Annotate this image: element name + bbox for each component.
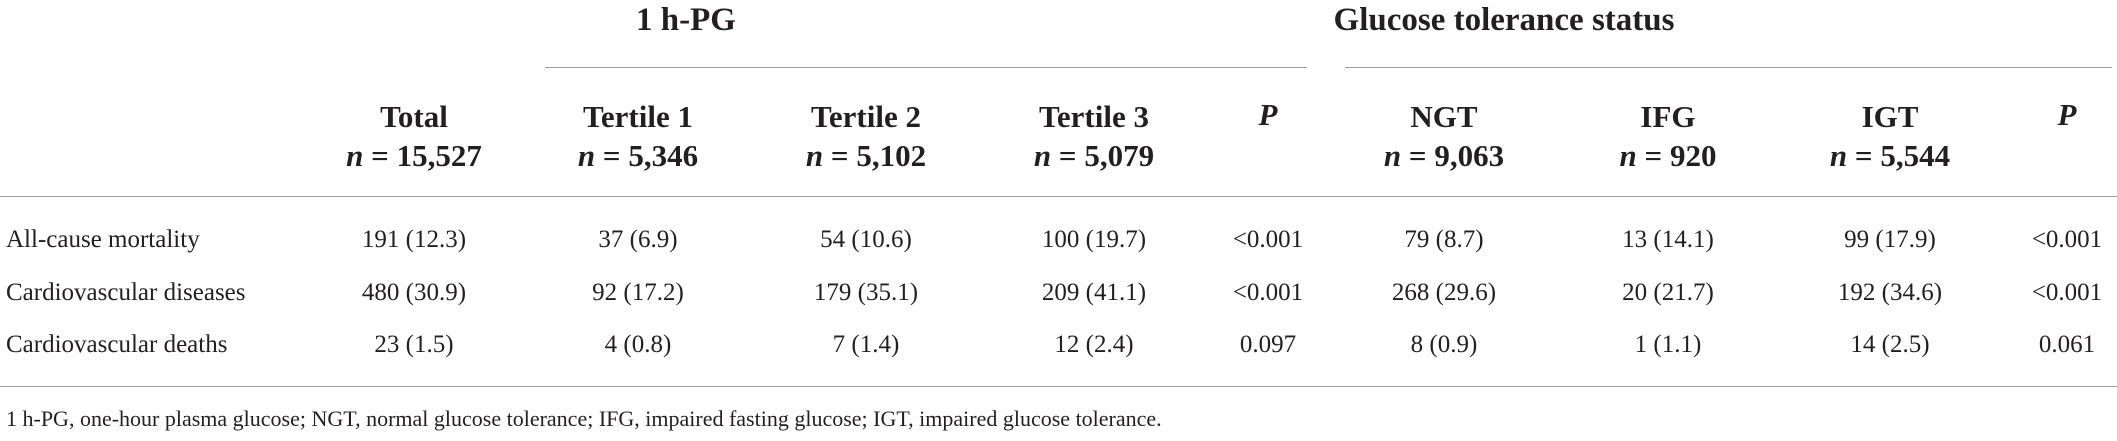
table-cell: 12 (2.4) (1054, 331, 1134, 358)
table-cell-p: 0.097 (1239, 331, 1297, 358)
table-cell-p: 0.061 (2038, 331, 2096, 358)
column-n-value: 5,102 (856, 138, 927, 173)
column-name: IFG (1640, 99, 1696, 134)
table-cell: 37 (6.9) (598, 226, 678, 253)
column-header-p-glucose-tolerance: P (2057, 97, 2077, 132)
column-n-value: 5,346 (628, 138, 699, 173)
table-cell: 7 (1.4) (832, 331, 900, 358)
column-n-value: 9,063 (1434, 138, 1505, 173)
column-n: n = 920 (1619, 138, 1717, 173)
column-name: Total (380, 99, 448, 134)
table-cell: 268 (29.6) (1391, 279, 1497, 306)
header-rule (0, 196, 2117, 197)
group-header-1h-pg: 1 h-PG (636, 2, 736, 38)
column-header-total: Total n = 15,527 (346, 97, 482, 175)
table-cell: 54 (10.6) (820, 226, 912, 253)
table-cell: 14 (2.5) (1850, 331, 1930, 358)
table-cell: 100 (19.7) (1041, 226, 1147, 253)
column-name: IGT (1861, 99, 1919, 134)
column-name: Tertile 2 (811, 99, 921, 134)
table-cell-p: <0.001 (1232, 279, 1304, 306)
table-cell: 79 (8.7) (1404, 226, 1484, 253)
column-n-value: 15,527 (396, 138, 482, 173)
column-n-value: 5,079 (1084, 138, 1155, 173)
table-cell-p: <0.001 (2031, 279, 2103, 306)
column-n: n = 5,346 (577, 138, 699, 173)
table-cell: 209 (41.1) (1041, 279, 1147, 306)
column-n: n = 5,102 (805, 138, 927, 173)
table-cell: 179 (35.1) (813, 279, 919, 306)
table-cell: 1 (1.1) (1634, 331, 1702, 358)
group-header-glucose-tolerance: Glucose tolerance status (1333, 2, 1675, 38)
table-cell: 8 (0.9) (1410, 331, 1478, 358)
column-n: n = 9,063 (1383, 138, 1505, 173)
table-cell-p: <0.001 (1232, 226, 1304, 253)
table-cell: 92 (17.2) (592, 279, 684, 306)
group-rule-glucose-tolerance (1345, 67, 2112, 68)
column-header-tertile-2: Tertile 2 n = 5,102 (806, 97, 926, 175)
column-name: Tertile 1 (583, 99, 693, 134)
table-cell: 192 (34.6) (1837, 279, 1943, 306)
column-n-value: 5,544 (1880, 138, 1951, 173)
column-header-ifg: IFG n = 920 (1620, 97, 1717, 175)
table-cell: 13 (14.1) (1622, 226, 1714, 253)
table-cell: 23 (1.5) (374, 331, 454, 358)
column-n: n = 5,544 (1829, 138, 1951, 173)
table-cell: 480 (30.9) (361, 279, 467, 306)
body-bottom-rule (0, 386, 2117, 387)
column-n: n = 15,527 (346, 138, 482, 173)
column-n: n = 5,079 (1033, 138, 1155, 173)
row-label-cardiovascular-deaths: Cardiovascular deaths (6, 331, 228, 358)
column-header-igt: IGT n = 5,544 (1830, 97, 1950, 175)
column-header-p-1h-pg: P (1258, 97, 1278, 132)
table-cell: 191 (12.3) (361, 226, 467, 253)
group-rule-1h-pg (545, 67, 1307, 68)
column-name: NGT (1410, 99, 1478, 134)
row-label-all-cause-mortality: All-cause mortality (6, 226, 200, 253)
table-cell: 20 (21.7) (1622, 279, 1714, 306)
table-cell: 99 (17.9) (1844, 226, 1936, 253)
column-header-tertile-1: Tertile 1 n = 5,346 (578, 97, 698, 175)
table-footnote: 1 h-PG, one-hour plasma glucose; NGT, no… (6, 406, 1162, 431)
column-name: Tertile 3 (1039, 99, 1149, 134)
table-cell-p: <0.001 (2031, 226, 2103, 253)
table-cell: 4 (0.8) (604, 331, 672, 358)
row-label-cardiovascular-diseases: Cardiovascular diseases (6, 279, 246, 306)
column-header-ngt: NGT n = 9,063 (1384, 97, 1504, 175)
column-n-value: 920 (1669, 138, 1717, 173)
column-header-tertile-3: Tertile 3 n = 5,079 (1034, 97, 1154, 175)
